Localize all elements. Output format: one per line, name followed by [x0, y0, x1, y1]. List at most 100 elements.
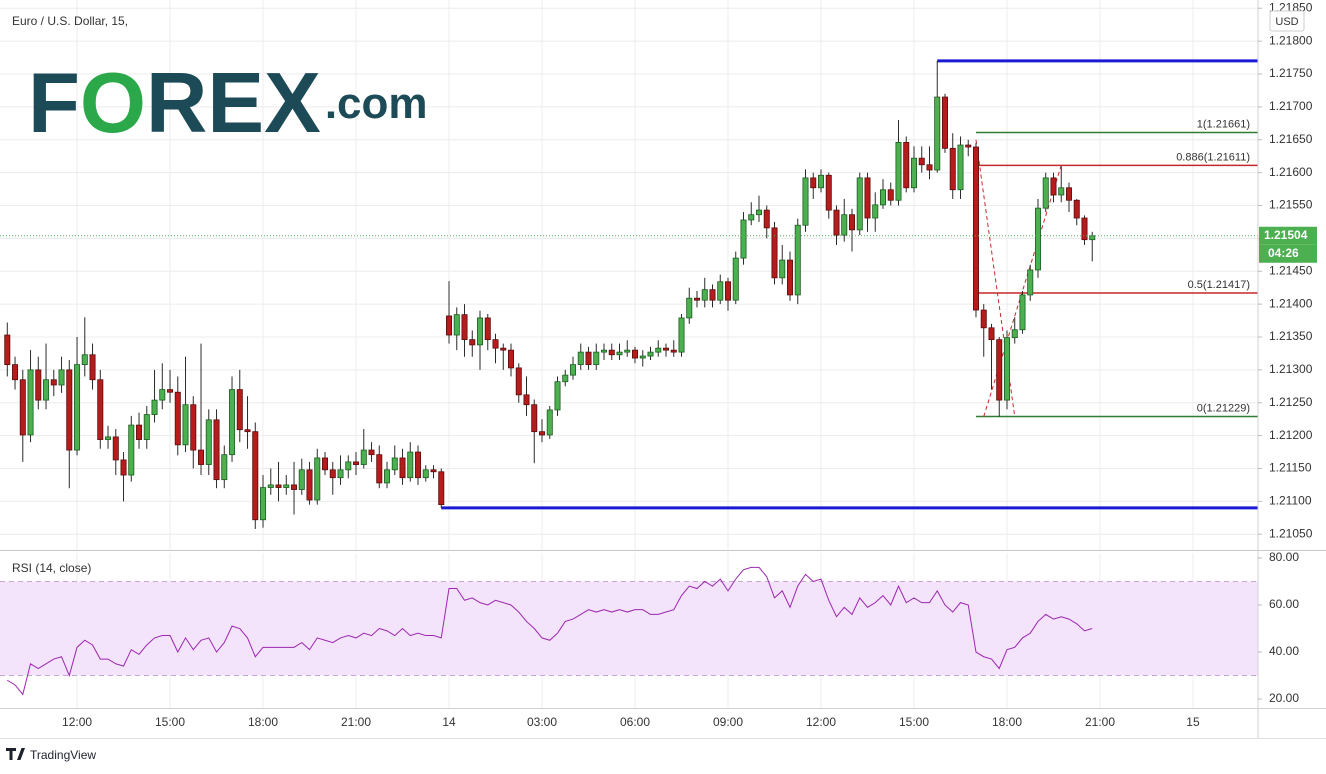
candle-body	[1058, 187, 1065, 196]
candle-body	[213, 419, 220, 481]
candle-body	[252, 431, 259, 521]
candle-body	[895, 142, 902, 201]
candle-body	[910, 157, 917, 189]
candle-body	[934, 96, 941, 171]
x-tick-label: 14	[442, 715, 456, 729]
logo: FOREX.com	[28, 56, 428, 151]
y-tick-label: 1.21550	[1269, 198, 1313, 212]
candle-body	[802, 177, 809, 226]
y-tick-label: 1.21300	[1269, 362, 1313, 376]
candle-body	[136, 424, 143, 440]
candle-body	[174, 391, 181, 446]
candle-body	[74, 364, 81, 451]
candle-body	[221, 454, 228, 481]
candle-body	[848, 214, 855, 231]
x-tick-label: 12:00	[806, 715, 836, 729]
x-tick-label: 15	[1186, 715, 1200, 729]
candle-body	[1034, 207, 1041, 271]
candle-body	[477, 317, 484, 346]
candle-body	[996, 339, 1003, 401]
y-tick-label: 1.21600	[1269, 165, 1313, 179]
rsi-line	[7, 566, 1093, 696]
candle-body	[941, 96, 948, 149]
candle-body	[554, 381, 561, 411]
candle-body	[143, 414, 150, 440]
candle-body	[678, 317, 685, 353]
candle-body	[438, 471, 445, 506]
candle-body	[794, 224, 801, 296]
candle-body	[97, 379, 104, 440]
y-tick-label: 1.21400	[1269, 296, 1313, 310]
candle-body	[539, 431, 546, 436]
candle-body	[50, 379, 57, 386]
candle-body	[810, 177, 817, 189]
candle-body	[655, 347, 662, 353]
axes-layer: 12:00 15:00 18:00 21:00 14 03:00 06:00 09:00 12:…	[62, 0, 1317, 729]
candle-body	[670, 349, 677, 353]
candle-body	[384, 469, 391, 484]
candle-body	[283, 484, 290, 488]
y-tick-label: 80.00	[1269, 550, 1299, 564]
last-price-box	[1259, 226, 1317, 245]
candle-body	[43, 379, 50, 401]
candle-body	[453, 314, 460, 336]
candle-body	[492, 339, 499, 349]
candle-body	[461, 314, 468, 341]
candle-body	[546, 409, 553, 436]
candle-body	[337, 469, 344, 479]
candle-body	[717, 281, 724, 301]
candle-body	[4, 334, 11, 366]
candle-body	[368, 449, 375, 456]
y-tick-label: 1.21200	[1269, 428, 1313, 442]
candle-body	[415, 451, 422, 479]
candle-body	[639, 355, 646, 359]
candle-body	[407, 451, 414, 479]
y-tick-label: 1.21150	[1269, 461, 1312, 475]
candle-body	[275, 484, 282, 488]
countdown-box	[1259, 244, 1317, 263]
y-tick-label: 60.00	[1269, 597, 1299, 611]
logo-part: REX	[146, 56, 321, 151]
candle-body	[833, 209, 840, 236]
candle-body	[531, 404, 538, 433]
candle-body	[608, 349, 615, 356]
candle-body	[779, 259, 786, 279]
candle-body	[632, 349, 639, 359]
candle-body	[872, 204, 879, 219]
candle-body	[1019, 294, 1026, 331]
rsi-title: RSI (14, close)	[12, 561, 91, 575]
candle-body	[748, 214, 755, 221]
candle-body	[105, 436, 112, 440]
candle-body	[508, 349, 515, 369]
candle-body	[972, 146, 979, 311]
candle-body	[205, 419, 212, 465]
fib-label: 1(1.21661)	[1197, 118, 1250, 130]
candle-body	[965, 144, 972, 148]
candle-body	[624, 349, 631, 353]
candle-body	[500, 347, 507, 351]
candle-body	[577, 351, 584, 366]
y-tick-label: 1.21450	[1269, 263, 1313, 277]
x-tick-label: 18:00	[248, 715, 278, 729]
y-tick-label: 1.21350	[1269, 329, 1313, 343]
candle-body	[159, 389, 166, 401]
candle-body	[817, 174, 824, 189]
candle-body	[89, 354, 96, 381]
candle-body	[1027, 269, 1034, 296]
candle-body	[740, 219, 747, 259]
x-tick-label: 15:00	[155, 715, 185, 729]
candle-body	[957, 144, 964, 191]
candle-body	[353, 461, 360, 465]
y-tick-label: 1.21700	[1269, 99, 1313, 113]
x-tick-label: 21:00	[341, 715, 371, 729]
grid-layer	[0, 0, 1258, 708]
candle-body	[1065, 187, 1072, 201]
candle-body	[58, 369, 65, 386]
rsi-band	[0, 581, 1258, 676]
candle-body	[949, 147, 956, 191]
candle-body	[484, 317, 491, 341]
y-tick-label: 1.21650	[1269, 132, 1313, 146]
candle-body	[841, 214, 848, 236]
candle-body	[35, 369, 42, 401]
